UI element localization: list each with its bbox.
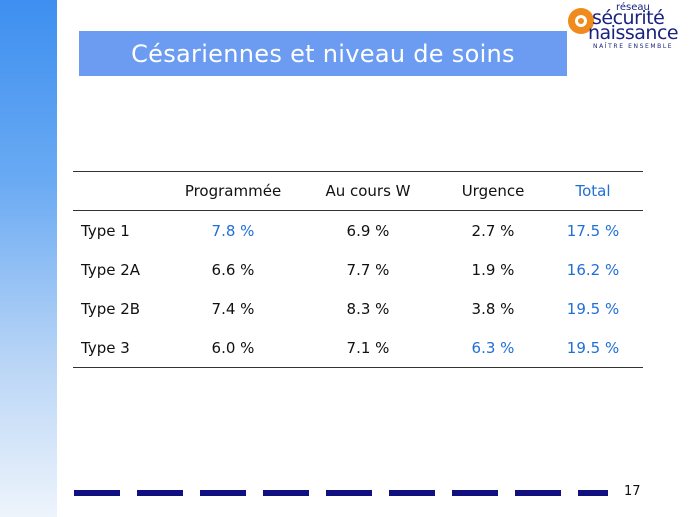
footer-dash xyxy=(515,490,561,496)
row-label: Type 2B xyxy=(81,299,141,318)
footer-dash xyxy=(200,490,246,496)
footer-dash xyxy=(263,490,309,496)
logo-line3: naissance xyxy=(588,22,679,44)
slide-title: Césariennes et niveau de soins xyxy=(131,39,515,68)
table-cell: 7.8 % xyxy=(211,221,255,240)
page-number: 17 xyxy=(624,484,641,499)
table-row: Type 1 7.8 % 6.9 % 2.7 % 17.5 % xyxy=(73,211,643,251)
table-row: Type 3 6.0 % 7.1 % 6.3 % 19.5 % xyxy=(73,328,643,368)
column-header: Au cours W xyxy=(293,171,443,211)
cesarean-table: Programmée Au cours W Urgence Total Type… xyxy=(73,171,643,368)
table-cell: 7.1 % xyxy=(293,328,443,368)
title-bar: Césariennes et niveau de soins xyxy=(79,31,567,76)
footer-dash xyxy=(452,490,498,496)
row-label: Type 3 xyxy=(73,328,173,368)
column-header: Programmée xyxy=(173,171,293,211)
table-cell: 6.3 % xyxy=(443,328,543,368)
table-cell: 2.7 % xyxy=(471,221,515,240)
footer-dash-line xyxy=(74,490,614,496)
table-cell: 3.8 % xyxy=(471,299,515,318)
table-cell: 6.6 % xyxy=(211,260,255,279)
column-header xyxy=(73,171,173,211)
footer-dash xyxy=(74,490,120,496)
table-cell: 8.3 % xyxy=(346,299,390,318)
column-header: Urgence xyxy=(443,171,543,211)
logo-tagline: NAÎTRE ENSEMBLE xyxy=(593,43,674,50)
logo-dot xyxy=(578,18,584,24)
table-cell: 1.9 % xyxy=(471,260,515,279)
table-row: Type 2B 7.4 % 8.3 % 3.8 % 19.5 % xyxy=(73,289,643,328)
logo-line1: réseau xyxy=(616,2,650,13)
table-cell: 6.9 % xyxy=(346,221,390,240)
footer-dash xyxy=(389,490,435,496)
table-cell: 17.5 % xyxy=(566,221,620,240)
logo-line2: sécurité xyxy=(592,7,665,29)
logo-circle-inner xyxy=(575,15,587,27)
table-cell: 7.4 % xyxy=(211,299,255,318)
footer-dash xyxy=(578,490,608,496)
side-gradient-band xyxy=(0,0,57,517)
footer-dash xyxy=(326,490,372,496)
table-row: Type 2A 6.6 % 7.7 % 1.9 % 16.2 % xyxy=(73,250,643,289)
logo-circle-icon xyxy=(568,8,594,34)
table-cell: 19.5 % xyxy=(566,299,620,318)
row-label: Type 1 xyxy=(81,221,130,240)
logo: réseau sécurité naissance NAÎTRE ENSEMBL… xyxy=(566,2,688,52)
table-header-row: Programmée Au cours W Urgence Total xyxy=(73,171,643,211)
row-label: Type 2A xyxy=(81,260,141,279)
table-cell: 16.2 % xyxy=(566,260,620,279)
table-cell: 19.5 % xyxy=(543,328,643,368)
table-cell: 6.0 % xyxy=(173,328,293,368)
table-cell: 7.7 % xyxy=(346,260,390,279)
footer-dash xyxy=(137,490,183,496)
column-header: Total xyxy=(543,171,643,211)
